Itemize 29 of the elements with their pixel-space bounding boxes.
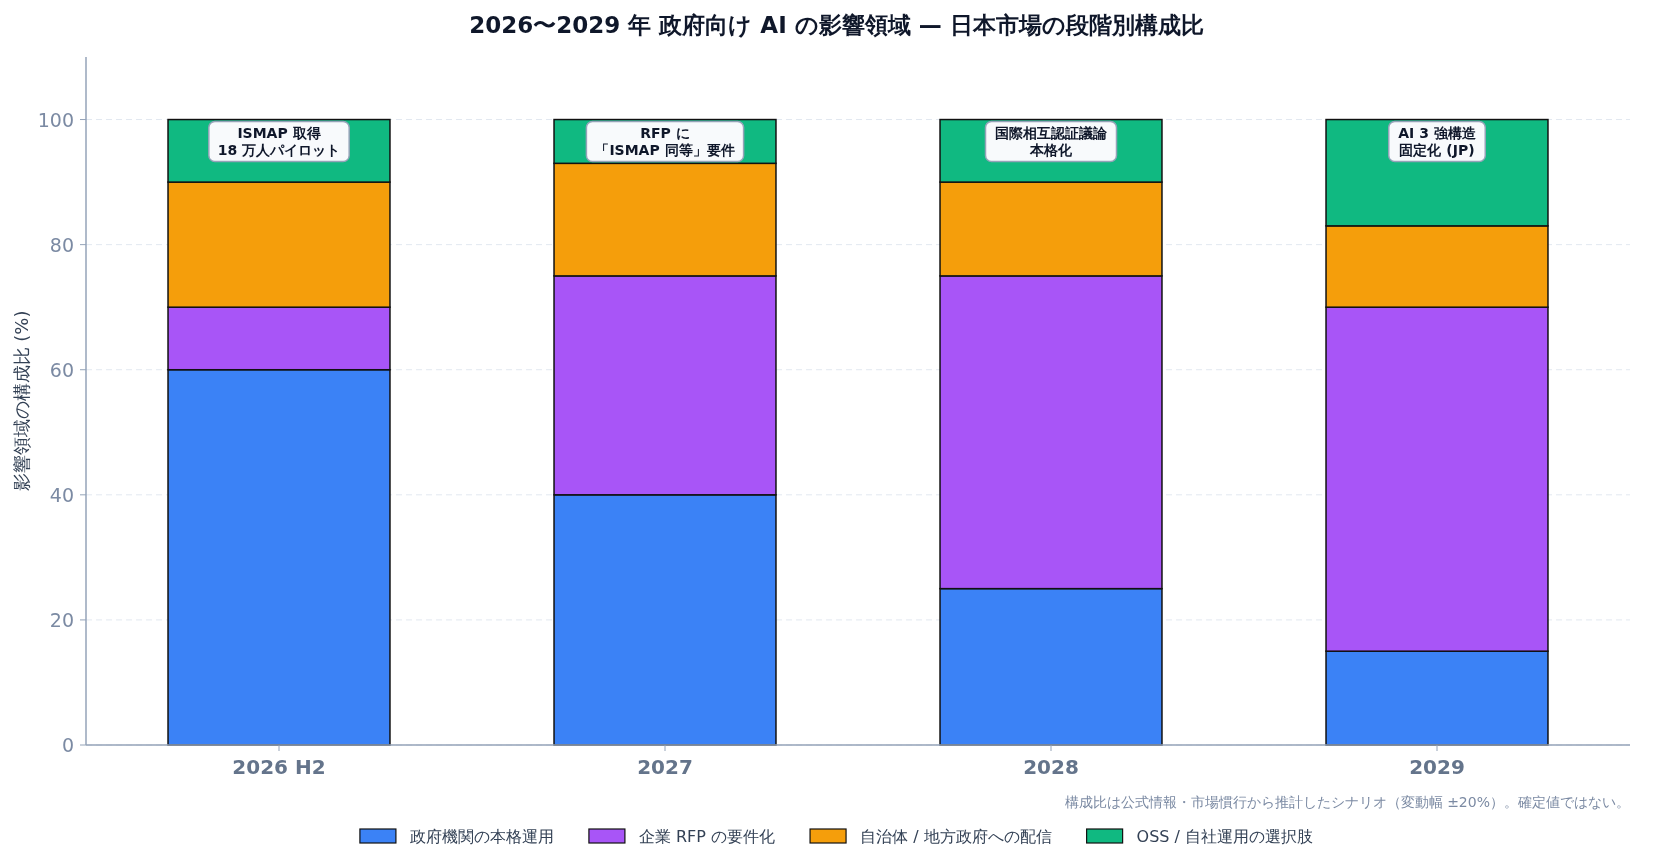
x-tick-label: 2029 [1409, 755, 1465, 779]
annotation: ISMAP 取得 [237, 125, 321, 142]
annotation: 国際相互認証議論 [995, 125, 1108, 142]
y-tick-label: 20 [49, 608, 74, 631]
legend-label: 政府機関の本格運用 [409, 827, 554, 846]
x-tick-label: 2027 [637, 755, 693, 779]
legend-label: OSS / 自社運用の選択肢 [1136, 827, 1314, 846]
y-tick-label: 60 [49, 358, 74, 381]
y-tick-label: 80 [49, 233, 74, 256]
legend-label: 企業 RFP の要件化 [638, 827, 776, 846]
y-axis-title: 影響領域の構成比 (%) [11, 310, 32, 492]
annotation: RFP に 「ISMAP 同等」要件 [585, 120, 745, 163]
annotation: RFP に [640, 125, 690, 142]
x-tick-label: 2026 H2 [232, 755, 326, 779]
annotation: 本格化 [1029, 142, 1073, 159]
y-tick-label: 100 [37, 108, 74, 131]
annotation: ISMAP 取得 18 万人パイロット [208, 120, 350, 163]
annotation: 国際相互認証議論 本格化 [984, 120, 1118, 163]
annotation: 固定化 (JP) [1399, 142, 1475, 159]
x-tick-label: 2028 [1023, 755, 1079, 779]
annotation: 18 万人パイロット [217, 142, 341, 159]
y-tick-label: 40 [49, 483, 74, 506]
annotation: AI 3 強構造 [1398, 125, 1477, 142]
chart-title: 2026〜2029 年 政府向け AI の影響領域 — 日本市場の段階別構成比 [469, 12, 1204, 38]
annotation: AI 3 強構造 固定化 (JP) [1388, 120, 1486, 163]
y-tick-label: 0 [61, 734, 74, 756]
text: 構成比は公式情報・市場慣行から推計したシナリオ（変動幅 ±20%）。確定値ではない。 [1064, 794, 1630, 810]
annotation: 「ISMAP 同等」要件 [595, 142, 735, 159]
legend-label: 自治体 / 地方政府への配信 [860, 827, 1052, 846]
